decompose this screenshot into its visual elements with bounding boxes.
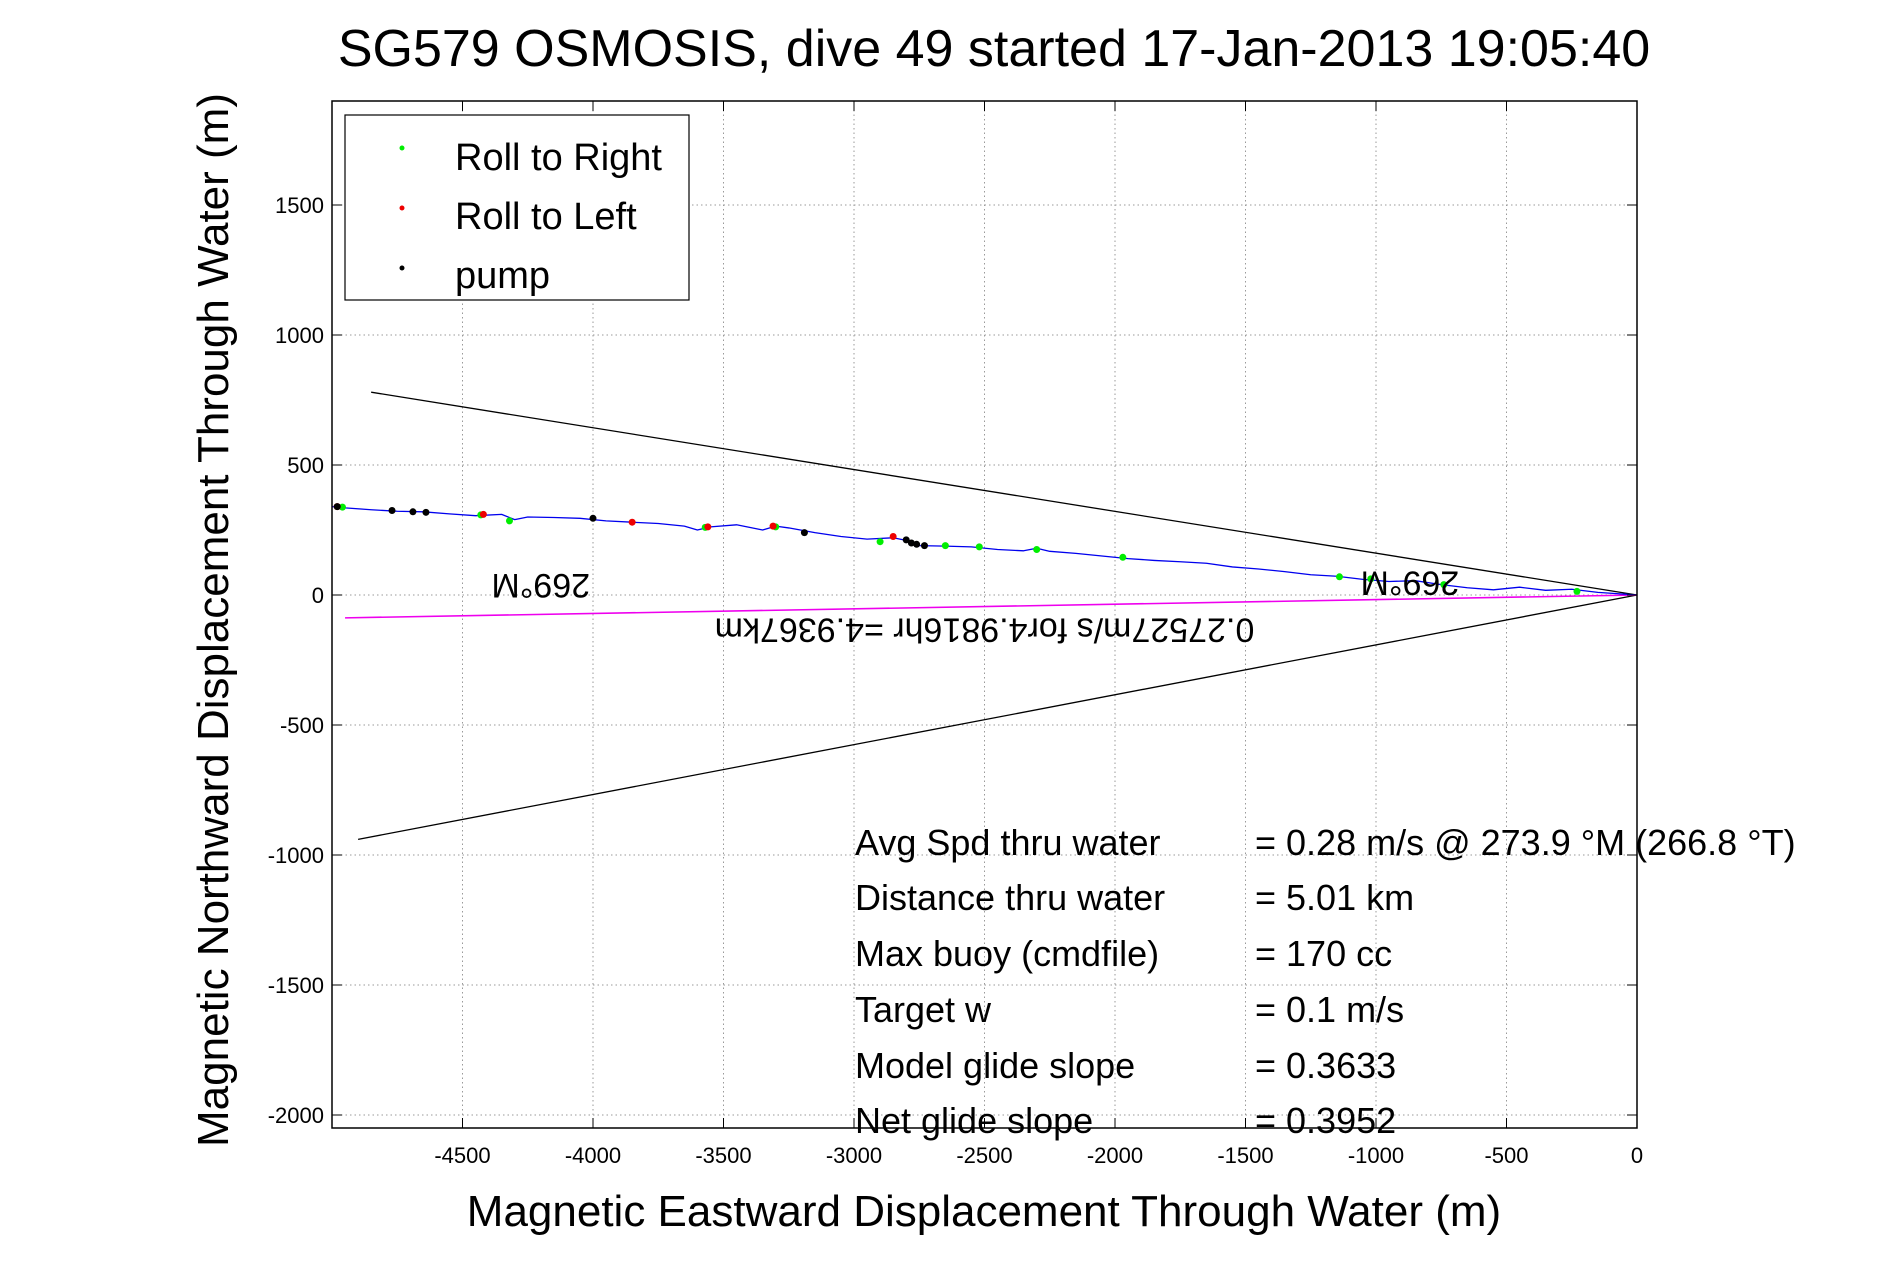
stat-label-avg-speed: Avg Spd thru water — [855, 822, 1161, 863]
marker-roll-left — [628, 518, 636, 526]
stat-label-max-buoy: Max buoy (cmdfile) — [855, 933, 1159, 974]
stat-value-avg-speed: = 0.28 m/s @ 273.9 °M (266.8 °T) — [1255, 822, 1796, 863]
marker-pump — [409, 508, 417, 516]
stat-label-net-glide: Net glide slope — [855, 1100, 1093, 1141]
stat-label-model-glide: Model glide slope — [855, 1045, 1135, 1086]
heading-line — [357, 594, 1638, 841]
stat-label-distance: Distance thru water — [855, 877, 1165, 918]
stat-value-model-glide: = 0.3633 — [1255, 1045, 1396, 1086]
x-tick-label: -2500 — [956, 1143, 1012, 1168]
marker-pump — [913, 540, 921, 548]
heading-lines — [357, 391, 1638, 841]
legend-marker-roll-right — [399, 145, 405, 151]
chart-title: SG579 OSMOSIS, dive 49 started 17-Jan-20… — [338, 20, 1650, 78]
marker-pump — [422, 508, 430, 516]
y-tick-label: -1000 — [268, 843, 324, 868]
track-group — [331, 505, 1638, 596]
marker-roll-right — [1367, 575, 1375, 583]
drift-line-group — [345, 594, 1638, 619]
marker-roll-right — [1033, 546, 1041, 553]
stat-label-target-w: Target w — [855, 989, 992, 1030]
stat-value-max-buoy: = 170 cc — [1255, 933, 1392, 974]
marker-roll-left — [889, 533, 897, 540]
marker-roll-left — [769, 522, 777, 530]
y-axis-label: Magnetic Northward Displacement Through … — [189, 93, 238, 1147]
x-tick-label: -4000 — [565, 1143, 621, 1168]
x-ticks: -4500 -4000 -3500 -3000 -2500 -2000 -1500 -1000… — [434, 101, 1643, 1168]
x-tick-label: -1000 — [1348, 1143, 1404, 1168]
legend-label-roll-right: Roll to Right — [455, 137, 662, 179]
track-line — [331, 505, 1638, 596]
mirrored-label: 0.27527m/s for4.9816hr =4.9367km — [715, 610, 1255, 648]
mirrored-labels: 269°M 269°M 0.27527m/s for4.9816hr =4.9367… — [491, 564, 1459, 649]
marker-pump — [920, 542, 928, 550]
marker-roll-right — [941, 542, 949, 550]
x-axis-label: Magnetic Eastward Displacement Through W… — [467, 1187, 1501, 1236]
marker-roll-left — [704, 523, 712, 531]
marker-roll-right — [1440, 581, 1448, 589]
heading-line — [371, 391, 1638, 596]
marker-pump — [902, 536, 910, 544]
drift-line — [345, 594, 1638, 619]
x-tick-label: -3000 — [826, 1143, 882, 1168]
marker-pump — [589, 514, 597, 522]
marker-pump — [333, 503, 341, 511]
x-tick-label: 0 — [1631, 1143, 1643, 1168]
marker-pump — [388, 507, 396, 514]
marker-roll-right — [1119, 553, 1127, 561]
mirrored-label: 269°M — [491, 566, 590, 604]
marker-roll-right — [1573, 587, 1581, 595]
y-tick-label: -1500 — [268, 973, 324, 998]
marker-roll-right — [338, 503, 346, 511]
marker-roll-left — [479, 510, 487, 518]
marker-roll-right — [1335, 573, 1343, 581]
legend-label-roll-left: Roll to Left — [455, 196, 637, 238]
markers — [333, 503, 1581, 595]
stat-value-distance: = 5.01 km — [1255, 877, 1414, 918]
legend-marker-roll-left — [399, 205, 405, 211]
y-tick-label: 500 — [287, 453, 324, 478]
marker-roll-right — [975, 543, 983, 551]
legend-label-pump: pump — [455, 255, 550, 297]
y-tick-label: 1000 — [275, 323, 324, 348]
stats-block: Avg Spd thru water = 0.28 m/s @ 273.9 °M… — [855, 822, 1796, 1141]
y-tick-label: 1500 — [275, 193, 324, 218]
y-ticks: -2000 -1500 -1000 -500 0 500 1000 1500 — [268, 193, 1637, 1128]
stat-value-net-glide: = 0.3952 — [1255, 1100, 1396, 1141]
legend: Roll to Right Roll to Left pump — [344, 114, 690, 301]
x-tick-label: -2000 — [1087, 1143, 1143, 1168]
y-tick-label: 0 — [312, 583, 324, 608]
x-tick-label: -1500 — [1217, 1143, 1273, 1168]
x-tick-label: -4500 — [434, 1143, 490, 1168]
y-tick-label: -500 — [280, 713, 324, 738]
mirrored-label: 269°M — [1361, 564, 1460, 602]
legend-marker-pump — [399, 265, 405, 271]
marker-pump — [800, 529, 808, 537]
marker-roll-right — [505, 517, 513, 525]
x-tick-label: -3500 — [695, 1143, 751, 1168]
y-tick-label: -2000 — [268, 1103, 324, 1128]
marker-roll-right — [876, 538, 884, 546]
x-tick-label: -500 — [1484, 1143, 1528, 1168]
stat-value-target-w: = 0.1 m/s — [1255, 989, 1404, 1030]
